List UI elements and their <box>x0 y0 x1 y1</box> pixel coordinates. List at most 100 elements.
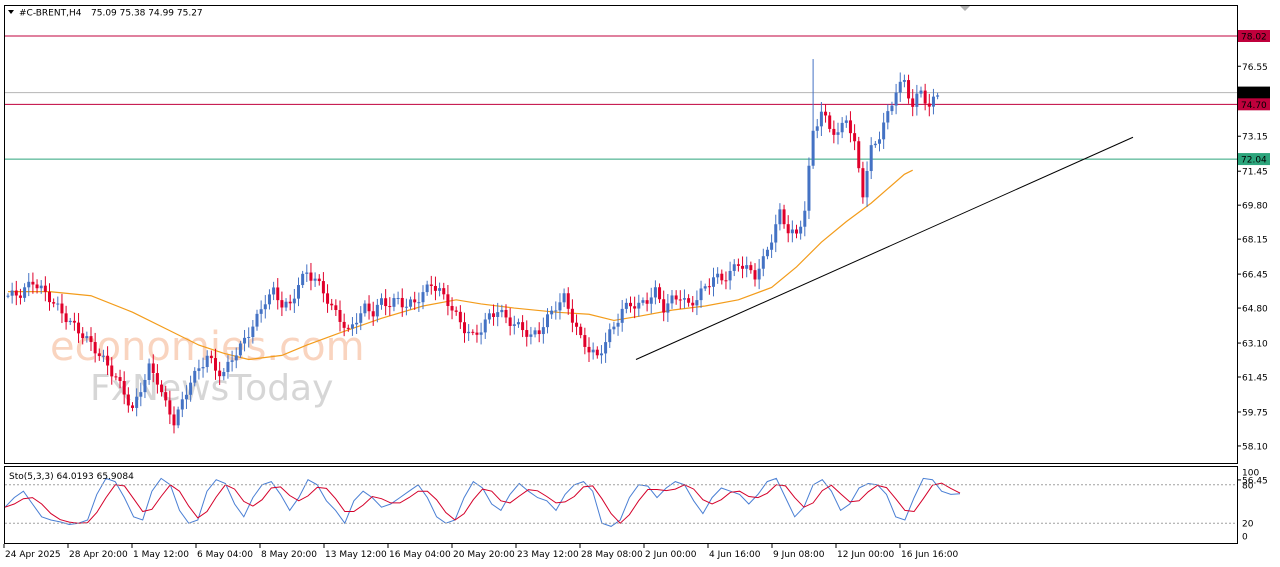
trendline-line[interactable] <box>635 136 1134 360</box>
candle-body-42 <box>180 399 184 410</box>
candle-body-218 <box>911 98 915 107</box>
candle-body-47 <box>201 367 205 369</box>
candlesticks <box>6 59 940 434</box>
candle-body-83 <box>350 324 354 329</box>
candle-body-106 <box>446 294 450 306</box>
y-tick-label-1: 73.15 <box>1242 133 1268 143</box>
candle-body-122 <box>512 324 516 326</box>
candle-body-212 <box>886 111 890 123</box>
watermark-line2: FxNewsToday <box>90 368 333 409</box>
candle-body-33 <box>143 380 147 393</box>
x-tick-label-6: 16 May 04:00 <box>389 550 451 560</box>
candle-body-77 <box>326 293 330 304</box>
candle-body-185 <box>774 224 778 243</box>
candle-body-89 <box>375 304 379 317</box>
osc-axis-label-0: 100 <box>1242 469 1259 479</box>
level-tag-2 <box>1238 98 1270 111</box>
candle-body-147 <box>616 322 620 327</box>
candle-body-101 <box>425 284 429 293</box>
candle-body-8 <box>39 285 43 289</box>
candle-body-203 <box>848 120 852 134</box>
candle-body-136 <box>570 308 574 323</box>
candle-body-146 <box>612 326 616 330</box>
candle-body-210 <box>878 139 881 144</box>
candle-body-221 <box>923 90 927 104</box>
candle-body-20 <box>89 336 93 343</box>
candle-body-126 <box>529 334 533 337</box>
candle-body-176 <box>736 264 740 266</box>
shift-marker-icon[interactable] <box>960 6 970 11</box>
candle-body-125 <box>525 330 529 337</box>
candle-body-57 <box>243 337 247 344</box>
candle-body-25 <box>110 365 114 377</box>
candle-body-169 <box>707 286 711 288</box>
candle-body-184 <box>770 242 774 250</box>
candle-body-195 <box>815 126 819 131</box>
candle-body-160 <box>670 295 674 304</box>
menu-arrow-icon[interactable] <box>8 10 14 14</box>
candle-body-6 <box>31 281 35 285</box>
candle-body-54 <box>230 360 234 362</box>
candle-body-133 <box>558 302 562 311</box>
y-tick-label-10: 58.10 <box>1242 442 1268 452</box>
candle-body-183 <box>765 249 769 257</box>
candle-body-202 <box>844 120 848 123</box>
moving-average <box>8 169 913 361</box>
candle-body-9 <box>43 285 47 292</box>
candle-body-39 <box>168 400 172 415</box>
candle-body-75 <box>317 278 321 282</box>
candle-body-58 <box>247 337 251 339</box>
candle-body-71 <box>301 273 305 286</box>
candle-body-1 <box>10 290 14 296</box>
candle-body-80 <box>338 310 342 322</box>
candle-body-127 <box>533 330 537 335</box>
candle-body-102 <box>429 284 433 286</box>
candle-body-149 <box>624 302 628 309</box>
candle-body-96 <box>404 306 408 308</box>
candle-body-68 <box>288 301 292 304</box>
candle-body-199 <box>832 128 836 135</box>
candle-body-134 <box>562 293 566 303</box>
candle-body-19 <box>85 336 89 339</box>
candle-body-156 <box>653 287 657 298</box>
candle-body-166 <box>695 300 699 306</box>
candle-body-26 <box>114 376 118 378</box>
candle-body-85 <box>359 313 363 323</box>
candle-body-63 <box>267 294 271 305</box>
candle-body-220 <box>919 90 923 94</box>
candle-body-112 <box>471 331 475 333</box>
candle-body-214 <box>894 92 898 106</box>
y-tick-label-11: 56.45 <box>1242 476 1268 486</box>
candle-body-177 <box>741 265 745 269</box>
candle-body-87 <box>367 303 371 312</box>
candle-body-138 <box>579 326 583 336</box>
y-tick-label-9: 59.75 <box>1242 408 1268 418</box>
candle-body-13 <box>60 303 64 314</box>
x-tick-label-1: 28 Apr 20:00 <box>69 550 128 560</box>
candle-body-55 <box>234 355 238 361</box>
candle-body-191 <box>799 226 803 234</box>
candle-body-198 <box>828 115 832 129</box>
candle-body-36 <box>155 373 159 385</box>
candle-body-206 <box>861 168 865 198</box>
candle-body-17 <box>77 322 81 334</box>
level-tag-0 <box>1238 30 1270 42</box>
trendline[interactable] <box>635 136 1134 360</box>
candle-body-137 <box>575 322 579 327</box>
candle-body-104 <box>438 288 442 291</box>
candle-body-153 <box>641 300 645 303</box>
osc-axis-label-1: 80 <box>1242 481 1254 491</box>
candle-body-123 <box>516 322 520 325</box>
candle-body-197 <box>824 111 828 116</box>
candle-body-94 <box>396 297 400 299</box>
candle-body-222 <box>927 103 931 107</box>
candle-body-158 <box>662 299 666 313</box>
y-tick-label-8: 61.45 <box>1242 374 1268 384</box>
candle-body-24 <box>106 355 110 366</box>
y-tick-label-2: 71.45 <box>1242 168 1268 178</box>
candle-body-115 <box>483 319 487 333</box>
stochastic-lines <box>4 477 961 527</box>
candle-body-2 <box>14 290 18 296</box>
candle-body-72 <box>305 272 309 274</box>
candle-body-131 <box>550 310 554 315</box>
